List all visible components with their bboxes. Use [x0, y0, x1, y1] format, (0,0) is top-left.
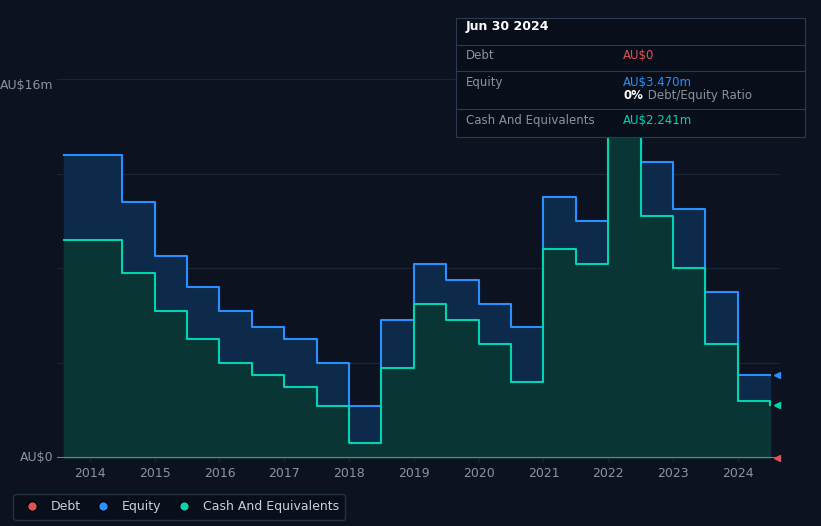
Legend: Debt, Equity, Cash And Equivalents: Debt, Equity, Cash And Equivalents — [13, 494, 345, 520]
Text: Debt: Debt — [466, 49, 494, 63]
Text: AU$0: AU$0 — [21, 451, 54, 464]
Text: AU$2.241m: AU$2.241m — [623, 114, 692, 127]
Text: Equity: Equity — [466, 76, 503, 89]
Text: Debt/Equity Ratio: Debt/Equity Ratio — [644, 89, 752, 102]
Text: Cash And Equivalents: Cash And Equivalents — [466, 114, 594, 127]
Text: AU$3.470m: AU$3.470m — [623, 76, 692, 89]
Text: AU$0: AU$0 — [623, 49, 654, 63]
Text: Jun 30 2024: Jun 30 2024 — [466, 20, 549, 33]
Text: 0%: 0% — [623, 89, 643, 102]
Text: AU$16m: AU$16m — [0, 79, 54, 92]
